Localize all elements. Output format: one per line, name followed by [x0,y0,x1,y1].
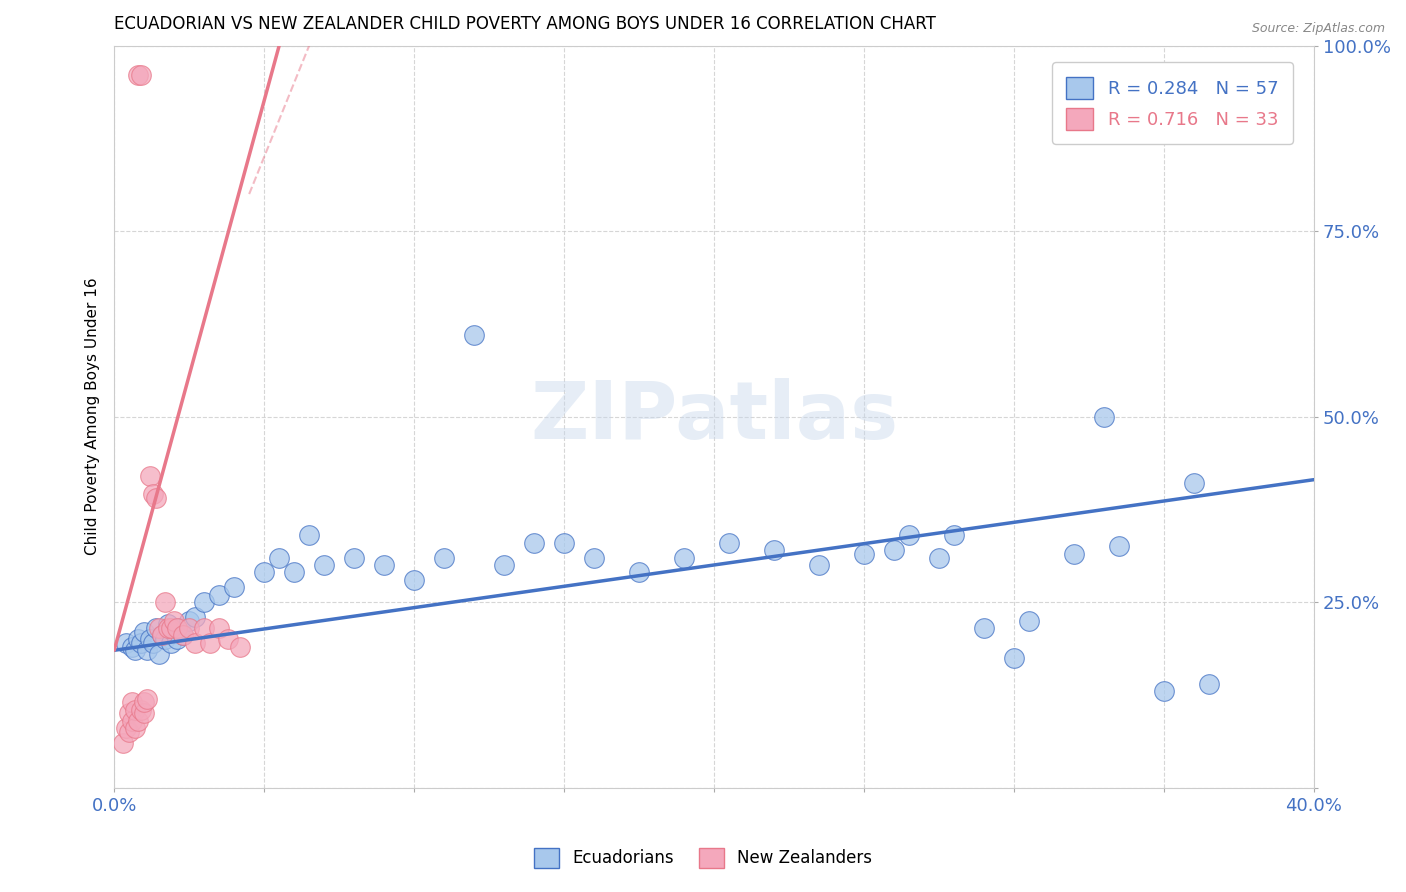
Point [973,621,995,635]
Point [463,328,485,343]
Point [163,624,186,639]
Point [157,617,180,632]
Point [763,543,786,558]
Point [127,714,149,728]
Point [583,550,606,565]
Point [193,595,215,609]
Point [208,588,231,602]
Point [115,636,138,650]
Text: ECUADORIAN VS NEW ZEALANDER CHILD POVERTY AMONG BOYS UNDER 16 CORRELATION CHART: ECUADORIAN VS NEW ZEALANDER CHILD POVERT… [114,15,936,33]
Point [136,691,159,706]
Point [150,628,173,642]
Point [153,595,176,609]
Point [124,703,146,717]
Point [121,695,143,709]
Point [160,621,183,635]
Point [898,528,921,542]
Point [118,706,141,721]
Point [253,566,276,580]
Point [298,528,321,542]
Point [118,725,141,739]
Point [229,640,252,654]
Point [139,632,162,647]
Point [193,621,215,635]
Point [134,706,156,721]
Point [136,643,159,657]
Point [1108,540,1130,554]
Point [943,528,966,542]
Point [283,566,305,580]
Point [269,550,291,565]
Point [1002,650,1025,665]
Point [145,491,167,506]
Legend: Ecuadorians, New Zealanders: Ecuadorians, New Zealanders [527,841,879,875]
Point [172,628,194,642]
Point [134,695,156,709]
Point [198,636,221,650]
Point [160,636,183,650]
Point [1153,684,1175,698]
Point [184,610,207,624]
Point [553,535,575,549]
Point [1198,676,1220,690]
Text: Source: ZipAtlas.com: Source: ZipAtlas.com [1251,22,1385,36]
Point [1182,476,1205,491]
Point [142,636,165,650]
Point [314,558,336,572]
Point [148,647,170,661]
Point [224,580,246,594]
Point [373,558,395,572]
Point [129,636,152,650]
Point [172,628,194,642]
Point [433,550,456,565]
Point [673,550,696,565]
Point [808,558,831,572]
Legend: R = 0.284   N = 57, R = 0.716   N = 33: R = 0.284 N = 57, R = 0.716 N = 33 [1052,62,1294,145]
Text: ZIPatlas: ZIPatlas [530,377,898,456]
Point [853,547,876,561]
Point [179,614,201,628]
Point [129,703,152,717]
Point [124,643,146,657]
Point [628,566,651,580]
Point [184,636,207,650]
Point [523,535,546,549]
Point [148,621,170,635]
Point [134,624,156,639]
Point [121,714,143,728]
Point [124,721,146,735]
Point [121,640,143,654]
Point [157,621,180,635]
Point [163,614,186,628]
Point [169,621,191,635]
Point [928,550,950,565]
Point [718,535,741,549]
Point [150,628,173,642]
Point [1092,409,1115,424]
Point [142,487,165,501]
Point [404,573,426,587]
Point [166,632,188,647]
Point [115,721,138,735]
Point [127,68,149,82]
Point [145,621,167,635]
Point [112,736,135,750]
Point [343,550,366,565]
Point [127,632,149,647]
Point [139,469,162,483]
Y-axis label: Child Poverty Among Boys Under 16: Child Poverty Among Boys Under 16 [86,277,100,556]
Point [208,621,231,635]
Point [129,68,152,82]
Point [1018,614,1040,628]
Point [179,621,201,635]
Point [217,632,239,647]
Point [494,558,516,572]
Point [153,632,176,647]
Point [883,543,905,558]
Point [166,621,188,635]
Point [1063,547,1085,561]
